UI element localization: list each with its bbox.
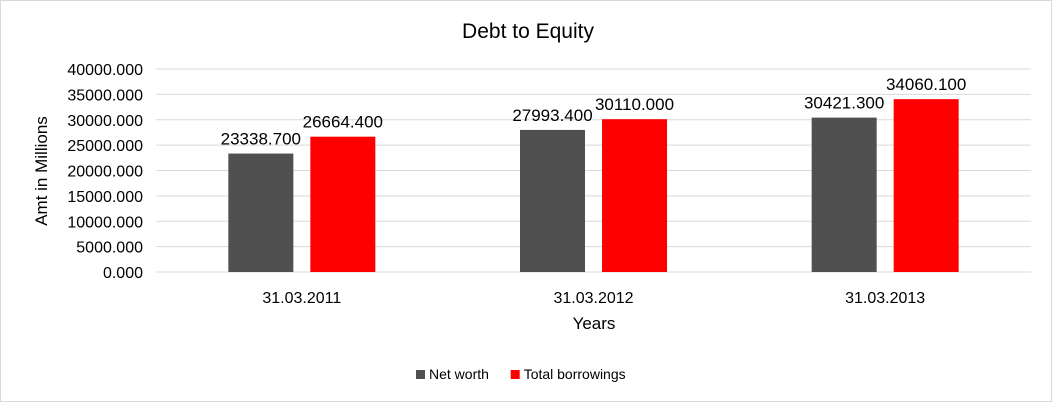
- y-axis-ticks: 0.000 5000.000 10000.000 15000.000 20000.000…: [67, 62, 143, 282]
- x-axis-label: Years: [573, 314, 616, 333]
- y-axis-label: Amt in Millions: [32, 116, 51, 226]
- y-tick-label: 40000.000: [67, 62, 143, 79]
- legend-label: Total borrowings: [524, 366, 626, 382]
- y-tick-label: 5000.000: [76, 240, 143, 257]
- legend-swatch: [416, 370, 425, 379]
- y-tick-label: 0.000: [103, 265, 143, 282]
- legend-label: Net worth: [429, 366, 489, 382]
- data-label: 30110.000: [595, 95, 674, 114]
- bar-net-worth: [228, 153, 294, 272]
- data-label: 27993.400: [512, 106, 592, 125]
- y-tick-label: 25000.000: [67, 138, 143, 155]
- chart-title: Debt to Equity: [462, 20, 594, 43]
- y-tick-label: 20000.000: [67, 164, 143, 181]
- legend-swatch: [510, 370, 520, 379]
- data-label: 30421.300: [804, 94, 884, 113]
- bar-net-worth: [811, 117, 877, 272]
- bar-net-worth: [520, 129, 585, 272]
- x-tick-label: 31.03.2012: [553, 290, 633, 307]
- data-label: 26664.400: [303, 113, 383, 132]
- y-tick-label: 35000.000: [67, 87, 143, 104]
- bar-total-borrowings: [602, 119, 667, 273]
- data-label: 23338.700: [221, 130, 301, 149]
- y-tick-label: 30000.000: [67, 113, 143, 130]
- gridlines: [156, 68, 1031, 248]
- x-tick-label: 31.03.2013: [845, 290, 925, 307]
- bar-total-borrowings: [893, 99, 959, 272]
- x-axis-ticks: 31.03.2011 31.03.2012 31.03.2013: [262, 290, 925, 307]
- bars: [228, 99, 959, 273]
- y-tick-label: 15000.000: [67, 189, 143, 206]
- bar-total-borrowings: [310, 136, 376, 272]
- x-tick-label: 31.03.2011: [262, 290, 341, 307]
- data-label: 34060.100: [886, 75, 966, 94]
- legend: Net worth Total borrowings: [416, 366, 626, 382]
- y-tick-label: 10000.000: [67, 214, 143, 231]
